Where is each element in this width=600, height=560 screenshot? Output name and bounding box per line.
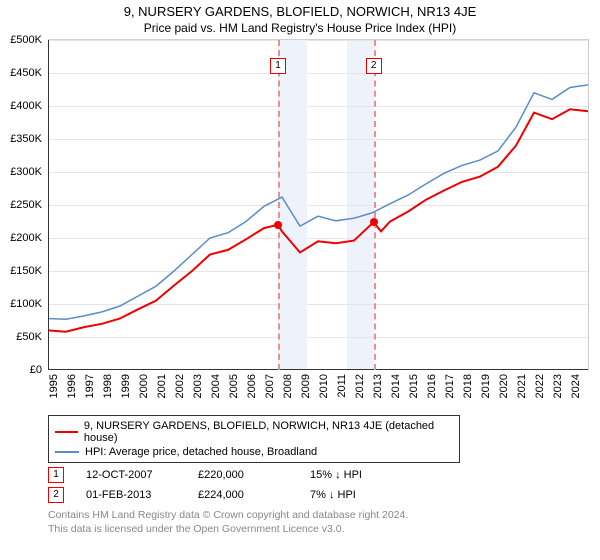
x-tick-label: 2002 — [174, 374, 186, 398]
x-tick-label: 2018 — [462, 374, 474, 398]
y-tick-label: £300K — [2, 166, 42, 178]
marker-dot — [370, 218, 378, 226]
annotation-price: £224,000 — [198, 489, 288, 501]
x-tick-label: 2014 — [390, 374, 402, 398]
x-tick-label: 2000 — [138, 374, 150, 398]
x-tick-label: 2001 — [156, 374, 168, 398]
y-tick-label: £250K — [2, 199, 42, 211]
y-tick-label: £200K — [2, 232, 42, 244]
y-tick-label: £0 — [2, 364, 42, 376]
y-axis-line — [48, 40, 49, 370]
y-tick-label: £100K — [2, 298, 42, 310]
x-tick-label: 1996 — [66, 374, 78, 398]
x-tick-label: 2023 — [552, 374, 564, 398]
x-tick-label: 2011 — [336, 374, 348, 398]
x-tick-label: 2013 — [372, 374, 384, 398]
footnote-line: This data is licensed under the Open Gov… — [48, 523, 345, 535]
chart-title: 9, NURSERY GARDENS, BLOFIELD, NORWICH, N… — [0, 0, 600, 19]
y-tick-label: £450K — [2, 67, 42, 79]
x-tick-label: 2009 — [300, 374, 312, 398]
x-tick-label: 2003 — [192, 374, 204, 398]
annotation-delta: 15% ↓ HPI — [310, 469, 400, 481]
legend-item: HPI: Average price, detached house, Broa… — [55, 445, 453, 459]
annotation-date: 12-OCT-2007 — [86, 469, 176, 481]
chart-container: 9, NURSERY GARDENS, BLOFIELD, NORWICH, N… — [0, 0, 600, 560]
annotation-price: £220,000 — [198, 469, 288, 481]
x-tick-label: 2010 — [318, 374, 330, 398]
plot-region: £0£50K£100K£150K£200K£250K£300K£350K£400… — [48, 39, 589, 370]
x-tick-label: 2004 — [210, 374, 222, 398]
legend-label: HPI: Average price, detached house, Broa… — [85, 446, 317, 458]
annotation-row: 2 01-FEB-2013 £224,000 7% ↓ HPI — [48, 487, 590, 503]
chart-subtitle: Price paid vs. HM Land Registry's House … — [0, 19, 600, 39]
x-tick-label: 1998 — [102, 374, 114, 398]
chart-area: £0£50K£100K£150K£200K£250K£300K£350K£400… — [48, 39, 590, 409]
x-tick-label: 2005 — [228, 374, 240, 398]
annotation-row: 1 12-OCT-2007 £220,000 15% ↓ HPI — [48, 467, 590, 483]
legend-label: 9, NURSERY GARDENS, BLOFIELD, NORWICH, N… — [84, 420, 453, 444]
x-tick-label: 2024 — [570, 374, 582, 398]
x-tick-label: 1995 — [48, 374, 60, 398]
legend-swatch — [55, 431, 78, 433]
y-tick-label: £150K — [2, 265, 42, 277]
marker-dash-line — [278, 40, 280, 370]
marker-label-box: 2 — [366, 58, 382, 74]
x-tick-label: 2015 — [408, 374, 420, 398]
x-tick-label: 2006 — [246, 374, 258, 398]
x-tick-label: 1997 — [84, 374, 96, 398]
y-tick-label: £350K — [2, 133, 42, 145]
marker-label-box: 1 — [270, 58, 286, 74]
series-hpi — [48, 85, 588, 319]
x-axis-line — [48, 369, 588, 370]
y-tick-label: £50K — [2, 331, 42, 343]
x-tick-label: 2019 — [480, 374, 492, 398]
footnote-line: Contains HM Land Registry data © Crown c… — [48, 509, 408, 521]
x-tick-label: 2016 — [426, 374, 438, 398]
legend-item: 9, NURSERY GARDENS, BLOFIELD, NORWICH, N… — [55, 419, 453, 445]
legend-box: 9, NURSERY GARDENS, BLOFIELD, NORWICH, N… — [48, 415, 460, 463]
x-tick-label: 1999 — [120, 374, 132, 398]
x-tick-label: 2007 — [264, 374, 276, 398]
annotation-delta: 7% ↓ HPI — [310, 489, 400, 501]
legend-swatch — [55, 451, 79, 453]
x-tick-label: 2012 — [354, 374, 366, 398]
x-tick-label: 2020 — [498, 374, 510, 398]
x-tick-label: 2022 — [534, 374, 546, 398]
x-tick-label: 2008 — [282, 374, 294, 398]
annotation-marker-box: 2 — [48, 487, 64, 503]
x-tick-label: 2021 — [516, 374, 528, 398]
y-tick-label: £400K — [2, 100, 42, 112]
footnote: Contains HM Land Registry data © Crown c… — [48, 509, 590, 536]
line-series-svg — [48, 40, 588, 370]
series-property — [48, 109, 588, 331]
y-tick-label: £500K — [2, 34, 42, 46]
marker-dot — [274, 221, 282, 229]
marker-dash-line — [374, 40, 376, 370]
x-tick-label: 2017 — [444, 374, 456, 398]
annotation-marker-box: 1 — [48, 467, 64, 483]
annotation-date: 01-FEB-2013 — [86, 489, 176, 501]
